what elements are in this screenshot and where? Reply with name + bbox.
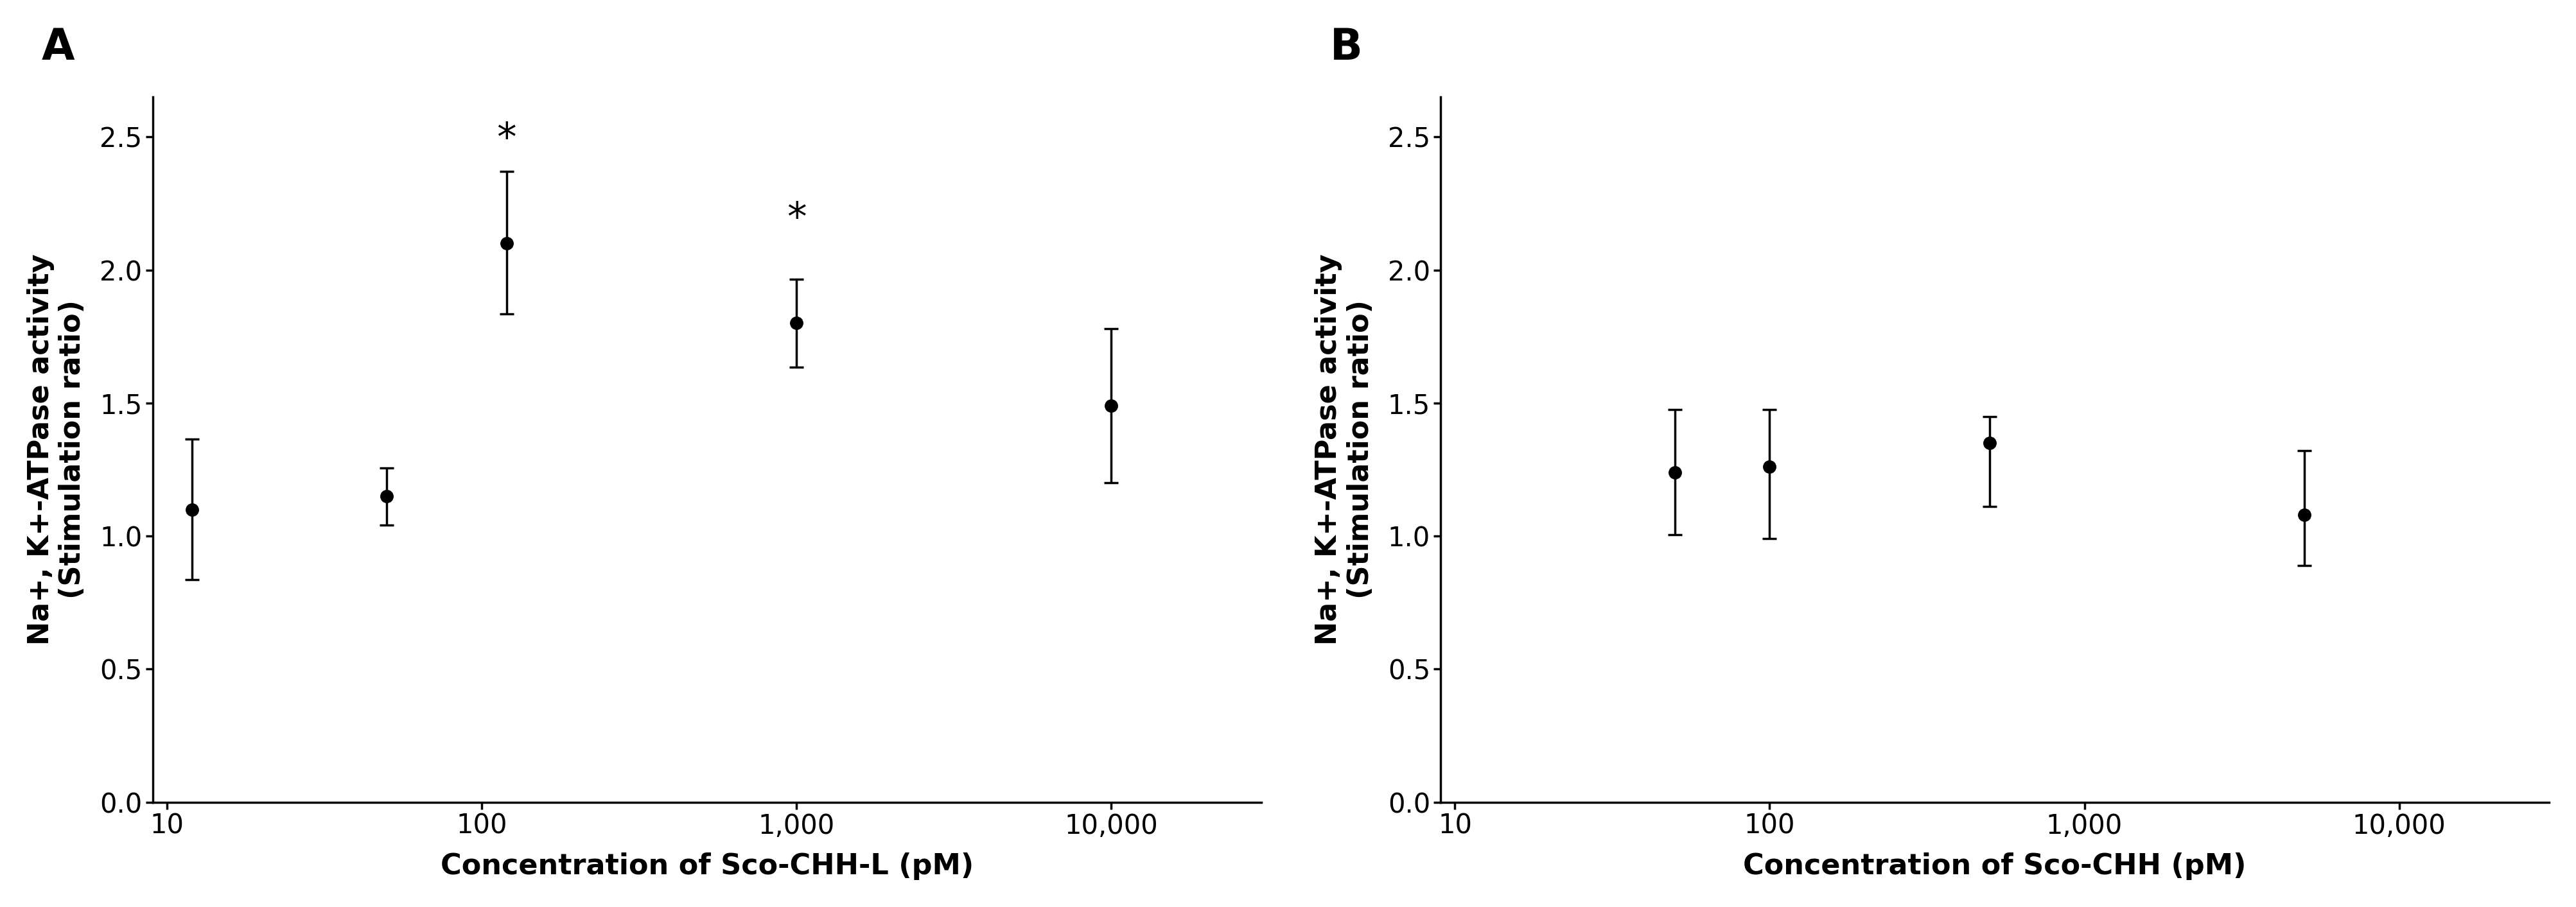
Text: B: B [1329,26,1363,69]
Text: A: A [41,26,75,69]
X-axis label: Concentration of Sco-CHH-L (pM): Concentration of Sco-CHH-L (pM) [440,853,974,881]
Y-axis label: Na+, K+-ATPase activity
(Stimulation ratio): Na+, K+-ATPase activity (Stimulation rat… [26,254,88,645]
Y-axis label: Na+, K+-ATPase activity
(Stimulation ratio): Na+, K+-ATPase activity (Stimulation rat… [1314,254,1376,645]
X-axis label: Concentration of Sco-CHH (pM): Concentration of Sco-CHH (pM) [1744,853,2246,881]
Text: *: * [497,121,515,158]
Text: *: * [786,200,806,238]
